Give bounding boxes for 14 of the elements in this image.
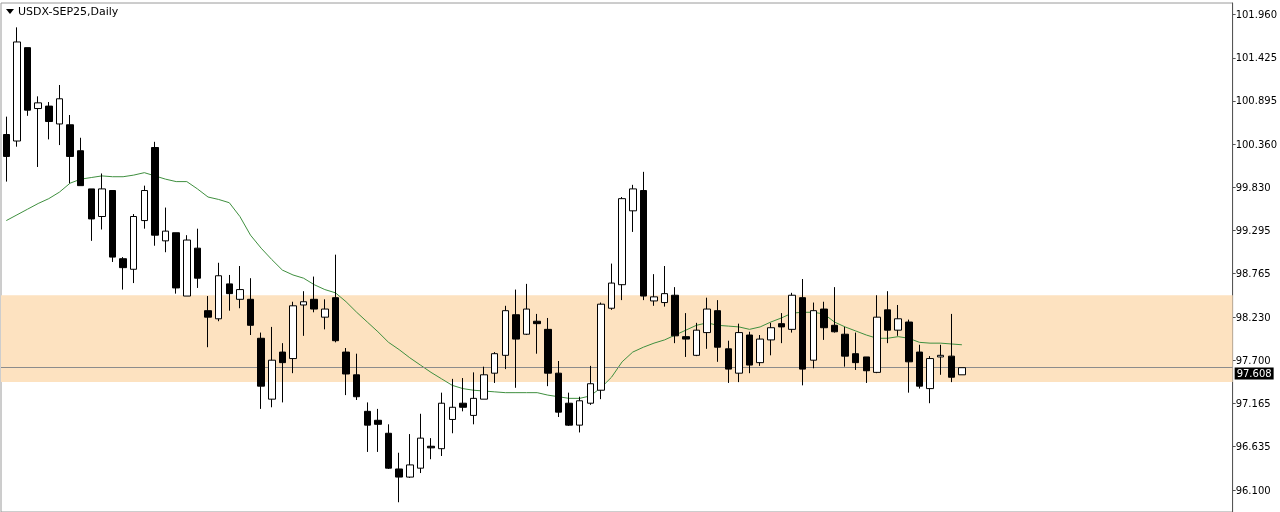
y-tick-label: 98.230 (1235, 311, 1271, 323)
chart-title: USDX-SEP25,Daily (18, 5, 119, 18)
y-tick-label: 96.100 (1235, 484, 1271, 496)
y-tick-label: 97.700 (1235, 354, 1271, 366)
y-tick-label: 98.765 (1235, 268, 1271, 280)
y-tick-label: 99.830 (1235, 181, 1271, 193)
y-tick-label: 101.960 (1235, 8, 1278, 20)
y-tick-label: 101.425 (1235, 52, 1278, 64)
y-tick-label: 100.895 (1235, 95, 1278, 107)
y-tick-label: 99.295 (1235, 225, 1271, 237)
ref-line-label: 97.608 (1236, 368, 1272, 379)
y-tick-label: 100.360 (1235, 138, 1278, 150)
y-tick-label: 96.635 (1235, 441, 1271, 453)
y-tick-label: 97.165 (1235, 398, 1271, 410)
